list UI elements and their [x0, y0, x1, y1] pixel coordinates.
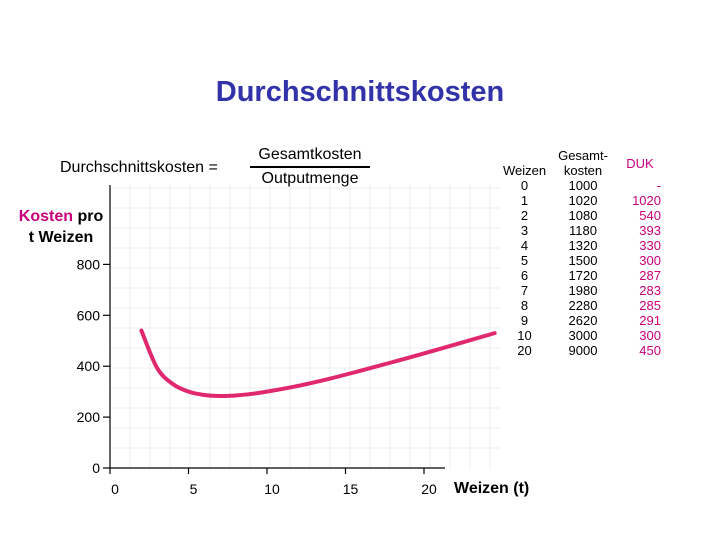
page-title: Durchschnittskosten	[215, 76, 505, 108]
header-gesamt-line1: Gesamt-	[558, 148, 608, 163]
cell-gesamtkosten: 1000	[568, 178, 598, 193]
cell-gesamtkosten: 1180	[569, 223, 597, 238]
cell-gesamtkosten: 1720	[568, 268, 598, 283]
table-row: 8 2280 285	[502, 298, 661, 313]
chart-ticks: 0 200 400 600 800 0 5 10 15 20	[77, 256, 437, 497]
x-tick-label: 15	[343, 481, 359, 497]
cell-duk: 393	[639, 223, 661, 238]
table-row: 1 1020 1020	[502, 193, 661, 208]
chart-series	[139, 328, 497, 398]
table-row: 20 9000 450	[502, 343, 661, 358]
cell-weizen: 9	[520, 313, 529, 328]
cell-weizen: 3	[520, 223, 529, 238]
x-tick-label: 20	[421, 481, 437, 497]
cell-weizen: 20	[517, 343, 532, 358]
table-row: 10 3000 300	[502, 328, 661, 343]
table-row: 3 1180 393	[502, 223, 661, 238]
table-row: 6 1720 287	[502, 268, 661, 283]
cost-table: Weizen Gesamt- kosten DUK 0 1000-1 1020 102…	[502, 148, 661, 358]
x-tick-label: 10	[264, 481, 280, 497]
cell-gesamtkosten: 1320	[568, 238, 598, 253]
cell-weizen: 5	[520, 253, 529, 268]
table-row: 0 1000 -	[502, 178, 661, 193]
cell-weizen: 7	[520, 283, 529, 298]
cell-duk: 285	[639, 298, 661, 313]
cell-duk: 330	[639, 238, 661, 253]
x-axis-label: Weizen (t)	[454, 480, 530, 497]
y-axis-label-rest: pro	[73, 208, 104, 225]
y-axis-label-accent: Kosten	[18, 208, 73, 225]
cell-gesamtkosten: 2620	[568, 313, 598, 328]
cell-gesamtkosten: 9000	[568, 343, 598, 358]
cell-duk: 450	[639, 343, 661, 358]
formula-denominator: Outputmenge	[261, 170, 359, 187]
y-tick-label: 600	[77, 307, 101, 323]
table-body: 0 1000-1 1020 1020 2 1080 540 3 1180 393 4 1320 330 5…	[502, 178, 661, 358]
cell-weizen: 2	[520, 208, 529, 223]
cell-duk: 1020	[632, 193, 661, 208]
x-tick-label: 0	[111, 481, 119, 497]
cell-gesamtkosten: 1500	[568, 253, 598, 268]
cell-gesamtkosten: 1020	[568, 193, 598, 208]
cell-duk: 291	[639, 313, 661, 328]
chart-grid	[110, 185, 500, 468]
table-row: 2 1080 540	[502, 208, 661, 223]
header-gesamtkosten: Gesamt- kosten	[547, 148, 619, 178]
y-tick-label: 400	[77, 358, 101, 374]
cell-duk: 540	[639, 208, 661, 223]
cell-gesamtkosten: 3000	[568, 328, 598, 343]
chart-axes	[109, 185, 445, 469]
cell-duk: 287	[639, 268, 661, 283]
header-gesamt-line2: kosten	[563, 163, 603, 178]
y-tick-label: 200	[77, 409, 101, 425]
formula-numerator: Gesamtkosten	[250, 146, 370, 168]
table-row: 4 1320 330	[502, 238, 661, 253]
cell-gesamtkosten: 2280	[568, 298, 598, 313]
cell-weizen: 8	[520, 298, 529, 313]
table-row: 9 2620 291	[502, 313, 661, 328]
table-header-row: Weizen Gesamt- kosten DUK	[502, 148, 661, 178]
y-axis-label: Kosten pro t Weizen	[6, 206, 116, 248]
formula-lhs: Durchschnittskosten =	[60, 159, 218, 176]
table-row: 7 1980 283	[502, 283, 661, 298]
cell-gesamtkosten: 1980	[568, 283, 598, 298]
cell-duk: 300	[639, 328, 661, 343]
cell-weizen: 4	[520, 238, 529, 253]
cell-weizen: 6	[520, 268, 529, 283]
formula-fraction: Gesamtkosten Outputmenge	[250, 146, 370, 188]
y-tick-label: 800	[77, 256, 101, 272]
average-cost-curve	[139, 328, 497, 398]
y-tick-label: 0	[92, 460, 100, 476]
cell-weizen: 1	[520, 193, 529, 208]
x-tick-label: 5	[190, 481, 198, 497]
cell-gesamtkosten: 1080	[568, 208, 598, 223]
cell-weizen: 10	[517, 328, 532, 343]
table-row: 5 1500 300	[502, 253, 661, 268]
cell-duk: -	[656, 178, 661, 193]
cell-duk: 300	[639, 253, 661, 268]
cell-duk: 283	[639, 283, 661, 298]
cell-weizen: 0	[520, 178, 529, 193]
header-duk: DUK	[626, 155, 654, 171]
header-weizen: Weizen	[502, 163, 547, 178]
y-axis-label-line2: t Weizen	[28, 229, 94, 246]
